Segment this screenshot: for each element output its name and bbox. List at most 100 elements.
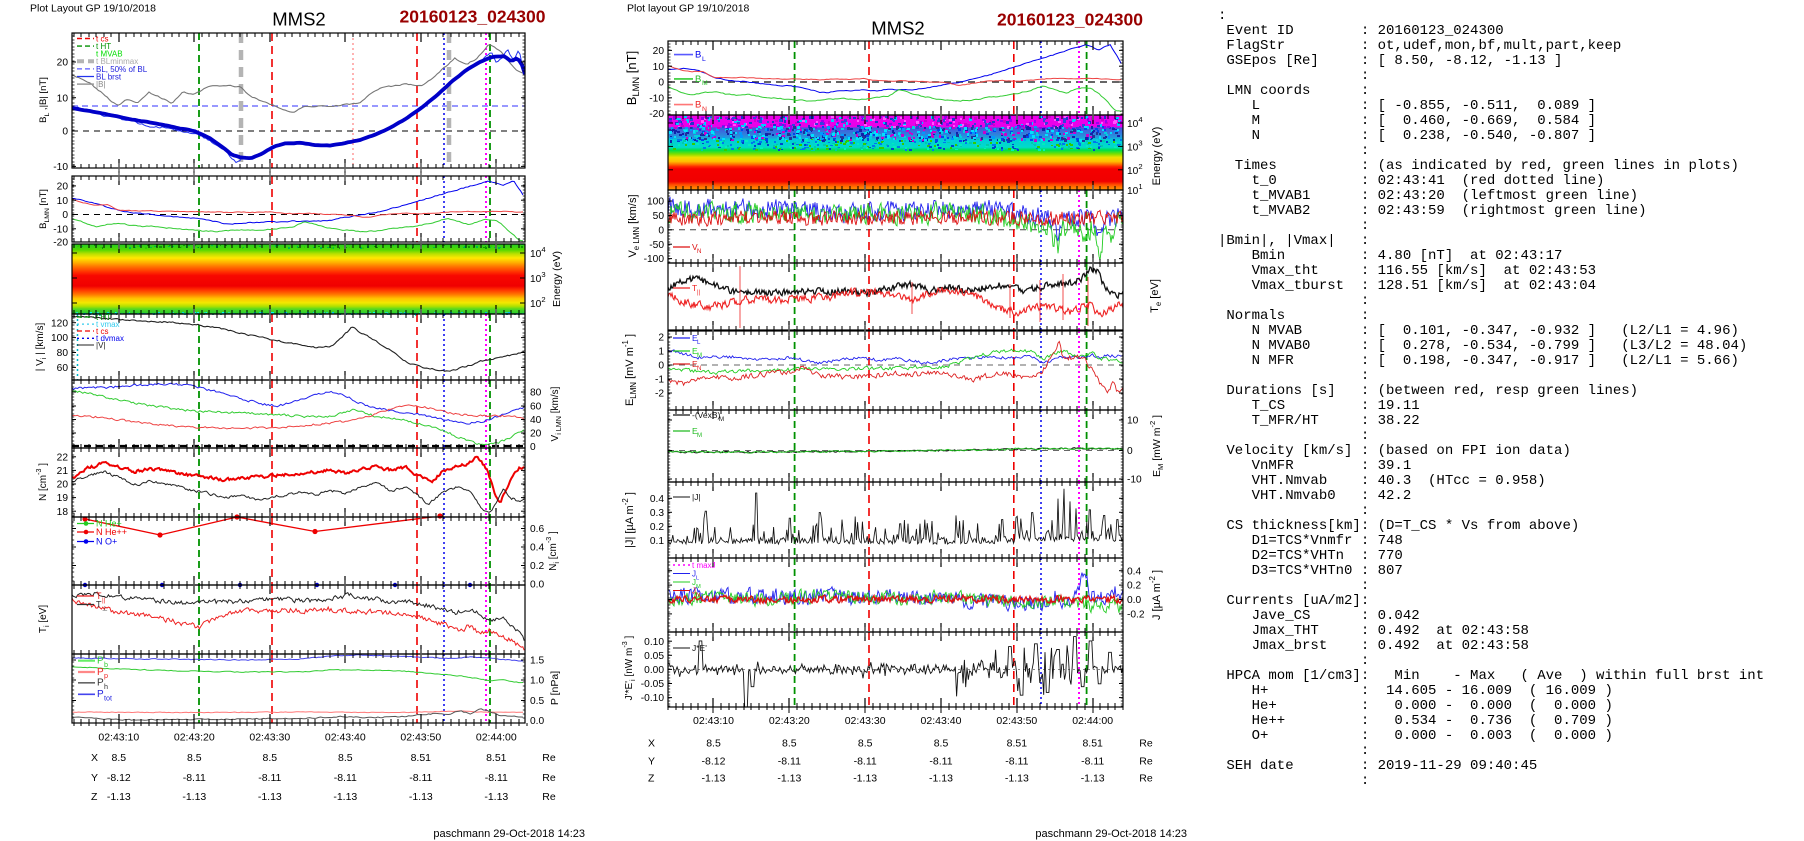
svg-text:60: 60 (57, 363, 69, 374)
svg-text:N O+: N O+ (96, 536, 117, 546)
svg-text:8.51: 8.51 (411, 752, 432, 764)
svg-text:8.5: 8.5 (263, 752, 278, 764)
svg-text:02:43:40: 02:43:40 (921, 715, 962, 727)
svg-text:M: M (697, 352, 702, 359)
svg-text:104: 104 (1127, 115, 1143, 130)
svg-text:0.4: 0.4 (530, 543, 544, 554)
svg-text:02:43:20: 02:43:20 (174, 732, 215, 744)
svg-text:-1.13: -1.13 (1005, 773, 1029, 785)
svg-text:Y: Y (648, 756, 655, 768)
svg-text:-8.11: -8.11 (183, 772, 206, 784)
svg-text:paschmann 29-Oct-2018 14:23: paschmann 29-Oct-2018 14:23 (433, 828, 585, 840)
svg-text:E: E (692, 333, 698, 343)
svg-text:E: E (692, 426, 698, 436)
svg-text:02:43:50: 02:43:50 (996, 715, 1037, 727)
svg-text:M: M (702, 80, 708, 87)
svg-text:02:43:10: 02:43:10 (693, 715, 734, 727)
svg-text:t cs: t cs (96, 327, 108, 336)
svg-text:Y: Y (91, 772, 98, 784)
svg-text:ELMN [mV m-1 ]: ELMN [mV m-1 ] (621, 334, 638, 406)
svg-text:T: T (96, 591, 102, 601)
svg-text:N [cm-3 ]: N [cm-3 ] (34, 463, 49, 501)
svg-text:E: E (692, 359, 698, 369)
svg-text:8.51: 8.51 (1007, 738, 1028, 750)
svg-text:J: J (692, 586, 696, 595)
svg-text:20: 20 (57, 480, 69, 491)
svg-text:-100: -100 (644, 254, 665, 265)
svg-text:02:43:40: 02:43:40 (325, 732, 366, 744)
svg-text:102: 102 (1127, 162, 1143, 177)
svg-text:-1.13: -1.13 (702, 773, 726, 785)
svg-text:1.5: 1.5 (530, 656, 544, 667)
svg-text:Plot layout GP 19/10/2018: Plot layout GP 19/10/2018 (627, 3, 750, 15)
svg-text:0.2: 0.2 (650, 522, 664, 533)
svg-text:tot: tot (104, 694, 112, 703)
svg-text:-0.10: -0.10 (641, 693, 665, 704)
svg-text:Re: Re (542, 791, 556, 803)
svg-text:-10: -10 (1127, 475, 1142, 486)
svg-text:10: 10 (653, 62, 665, 73)
svg-text:-8.11: -8.11 (258, 772, 281, 784)
svg-text:J [µA m-2 ]: J [µA m-2 ] (1148, 570, 1163, 620)
svg-text:0.3: 0.3 (650, 508, 664, 519)
svg-text:-8.11: -8.11 (1081, 756, 1104, 768)
svg-text:t cs: t cs (96, 34, 108, 43)
svg-text:-8.11: -8.11 (485, 772, 508, 784)
svg-text:B: B (695, 50, 701, 61)
svg-text:22: 22 (57, 452, 69, 463)
svg-text:0: 0 (62, 210, 68, 221)
svg-text:t HT: t HT (96, 42, 111, 51)
svg-text:T: T (96, 599, 102, 609)
svg-text:-8.11: -8.11 (1005, 756, 1028, 768)
svg-text:20: 20 (530, 429, 542, 440)
svg-text:-1.13: -1.13 (409, 791, 433, 803)
svg-text:0: 0 (658, 78, 664, 89)
svg-text:Ti [eV]: Ti [eV] (38, 605, 51, 634)
svg-text:Ve LMN [km/s]: Ve LMN [km/s] (627, 194, 641, 257)
svg-text:1.0: 1.0 (530, 676, 544, 687)
svg-text:0.0: 0.0 (1127, 595, 1141, 606)
svg-text:-8.12: -8.12 (702, 756, 726, 768)
svg-text:t dvmax: t dvmax (96, 334, 124, 343)
svg-text:||: || (102, 597, 106, 604)
svg-text:|B|: |B| (96, 80, 106, 89)
svg-text:0.0: 0.0 (530, 580, 544, 591)
svg-text:0.2: 0.2 (530, 561, 544, 572)
svg-text:BL, 50% of BL: BL, 50% of BL (96, 65, 148, 74)
svg-text:20: 20 (653, 46, 665, 57)
svg-text:0: 0 (530, 442, 536, 453)
svg-text:B: B (695, 100, 701, 111)
svg-text:BLMN [nT]: BLMN [nT] (624, 51, 641, 105)
svg-text:-8.11: -8.11 (854, 756, 877, 768)
svg-text:|J|: |J| (692, 492, 701, 502)
svg-text:02:44:00: 02:44:00 (476, 732, 517, 744)
svg-text:0.00: 0.00 (644, 665, 664, 676)
svg-text:E: E (692, 346, 698, 356)
svg-text:paschmann 29-Oct-2018 14:23: paschmann 29-Oct-2018 14:23 (1035, 828, 1187, 840)
svg-text:MMS2: MMS2 (871, 18, 924, 39)
svg-text:-1.13: -1.13 (182, 791, 206, 803)
svg-text:02:43:10: 02:43:10 (98, 732, 139, 744)
svg-text:-10: -10 (53, 162, 68, 173)
svg-text:MMS2: MMS2 (272, 8, 325, 29)
svg-text:t HT: t HT (96, 313, 111, 322)
svg-text:Z: Z (91, 791, 98, 803)
svg-text:EM [mW m-2 ]: EM [mW m-2 ] (1148, 415, 1165, 477)
svg-text:h: h (104, 682, 108, 691)
svg-text:103: 103 (530, 270, 546, 285)
svg-text:0.4: 0.4 (1127, 566, 1141, 577)
svg-text:N: N (696, 593, 700, 599)
svg-text:-1.13: -1.13 (1081, 773, 1105, 785)
svg-text:-8.12: -8.12 (107, 772, 131, 784)
svg-text:J: J (692, 578, 696, 587)
svg-text:-1.13: -1.13 (484, 791, 508, 803)
svg-text:0: 0 (62, 127, 68, 138)
svg-text:-1.13: -1.13 (777, 773, 801, 785)
svg-text:-(VexB): -(VexB) (692, 410, 721, 420)
svg-text:0.6: 0.6 (530, 524, 544, 535)
svg-text:-8.11: -8.11 (778, 756, 801, 768)
svg-text:0: 0 (1127, 446, 1133, 457)
svg-text:-2: -2 (655, 389, 664, 400)
svg-text:-10: -10 (649, 93, 664, 104)
svg-text:-8.11: -8.11 (409, 772, 432, 784)
